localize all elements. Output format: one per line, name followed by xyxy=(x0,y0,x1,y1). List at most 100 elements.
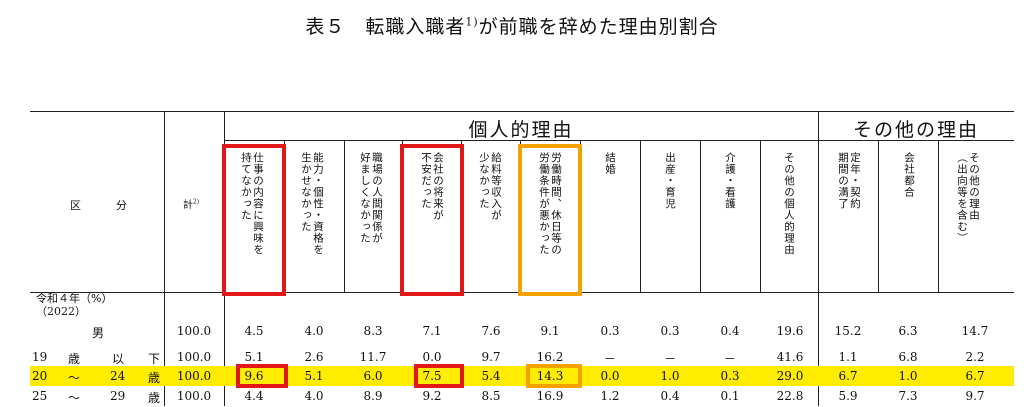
col-divider xyxy=(878,140,879,292)
table-top-border xyxy=(30,111,1014,112)
col-header-job-content: 仕事の内容に興味を 持てなかった xyxy=(240,152,264,256)
data-cell: 0.3 xyxy=(600,324,620,338)
other-reasons-header: その他の理由 xyxy=(852,119,979,141)
row-label: 男 xyxy=(92,326,105,340)
data-cell: 8.5 xyxy=(481,389,501,403)
orange-highlight-box xyxy=(518,144,582,296)
row-label: ～ xyxy=(68,391,81,405)
data-cell: 7.1 xyxy=(422,324,442,338)
row-label: 29 xyxy=(110,389,126,403)
data-cell: 4.0 xyxy=(304,324,324,338)
col-header-company-future: 会社の将来が 不安だった xyxy=(420,152,444,221)
data-cell: 14.3 xyxy=(536,369,564,383)
col-divider xyxy=(938,140,939,292)
col-header-contract-end: 定年・契約 期間の満了 xyxy=(837,152,861,210)
table-row: 男 100.0 4.5 4.0 8.3 7.1 7.6 9.1 0.3 0.3 … xyxy=(0,324,1024,342)
row-label: 以 xyxy=(112,352,125,366)
category-divider xyxy=(818,111,819,406)
data-cell: 14.7 xyxy=(961,324,989,338)
kubun-divider xyxy=(164,111,165,406)
total-cell: 100.0 xyxy=(176,369,212,383)
data-cell: 5.1 xyxy=(304,369,324,383)
data-cell: 1.1 xyxy=(838,350,858,364)
data-cell: 7.5 xyxy=(422,369,442,383)
col-header-childbirth: 出産・育児 xyxy=(664,152,676,210)
data-cell: 22.8 xyxy=(776,389,804,403)
data-cell: 9.7 xyxy=(481,350,501,364)
data-cell: 29.0 xyxy=(776,369,804,383)
year-label: 令和４年（%） （2022） xyxy=(36,292,113,318)
data-cell: 4.0 xyxy=(304,389,324,403)
row-label: 24 xyxy=(110,369,126,383)
data-cell: 6.3 xyxy=(898,324,918,338)
header-category-divider xyxy=(224,140,1014,141)
red-highlight-box xyxy=(222,144,286,296)
data-cell: 0.4 xyxy=(720,324,740,338)
row-label: 25 xyxy=(32,389,48,403)
data-cell: 16.9 xyxy=(536,389,564,403)
total-header: 計2) xyxy=(183,198,200,211)
data-cell: 9.6 xyxy=(244,369,264,383)
data-cell: 1.2 xyxy=(600,389,620,403)
data-cell: 19.6 xyxy=(776,324,804,338)
total-cell: 100.0 xyxy=(176,350,212,364)
red-highlight-box xyxy=(400,144,464,296)
data-cell: － xyxy=(723,352,736,366)
data-cell: 7.6 xyxy=(481,324,501,338)
data-cell: 11.7 xyxy=(359,350,387,364)
data-cell: 6.0 xyxy=(363,369,383,383)
data-cell: 0.0 xyxy=(422,350,442,364)
col-divider xyxy=(344,140,345,292)
data-cell: 9.1 xyxy=(540,324,560,338)
data-cell: 5.9 xyxy=(838,389,858,403)
col-header-marriage: 結婚 xyxy=(604,152,616,175)
row-label: 19 xyxy=(32,350,48,364)
data-cell: 4.5 xyxy=(244,324,264,338)
data-cell: 6.7 xyxy=(838,369,858,383)
row-highlight xyxy=(30,366,1014,386)
col-header-other-reasons: その他の理由 （出向等を含む） xyxy=(956,152,980,244)
data-cell: 4.4 xyxy=(244,389,264,403)
data-cell: 2.6 xyxy=(304,350,324,364)
total-cell: 100.0 xyxy=(176,324,212,338)
orange-highlight-box xyxy=(526,364,582,388)
table-row: 19 歳 以 下 100.0 5.1 2.6 11.7 0.0 9.7 16.2… xyxy=(0,350,1024,368)
personal-reasons-header: 個人的理由 xyxy=(468,119,574,141)
data-cell: 16.2 xyxy=(536,350,564,364)
row-label: ～ xyxy=(68,371,81,385)
col-header-income: 給料等収入が 少なかった xyxy=(478,152,502,221)
col-header-relationships: 職場の人間関係が 好ましくなかった xyxy=(359,152,383,244)
data-cell: 0.3 xyxy=(720,369,740,383)
table-title: 表５ 転職入職者1)が前職を辞めた理由別割合 xyxy=(305,15,719,38)
col-divider xyxy=(700,140,701,292)
data-cell: 8.3 xyxy=(363,324,383,338)
col-header-working-conditions: 労働時間、休日等の 労働条件が悪かった xyxy=(538,152,562,256)
data-cell: 8.9 xyxy=(363,389,383,403)
data-cell: 41.6 xyxy=(776,350,804,364)
col-header-other-personal: その他の個人的理由 xyxy=(783,152,795,256)
row-label: 歳 xyxy=(68,352,81,366)
data-cell: 5.4 xyxy=(481,369,501,383)
table-row: 25 ～ 29 歳 100.0 4.4 4.0 8.9 9.2 8.5 16.9… xyxy=(0,389,1024,407)
data-cell: 2.2 xyxy=(965,350,985,364)
data-cell: 6.8 xyxy=(898,350,918,364)
col-header-company-convenience: 会社都合 xyxy=(903,152,915,198)
data-cell: 1.0 xyxy=(898,369,918,383)
data-cell: － xyxy=(663,352,676,366)
total-cell: 100.0 xyxy=(176,389,212,403)
col-divider xyxy=(640,140,641,292)
col-divider xyxy=(760,140,761,292)
data-cell: 9.7 xyxy=(965,389,985,403)
row-label: 歳 xyxy=(148,371,161,385)
data-cell: － xyxy=(603,352,616,366)
data-cell: 5.1 xyxy=(244,350,264,364)
data-cell: 0.4 xyxy=(660,389,680,403)
red-highlight-box xyxy=(414,364,464,388)
data-cell: 0.1 xyxy=(720,389,740,403)
kubun-label: 分 xyxy=(116,199,127,212)
data-cell: 0.3 xyxy=(660,324,680,338)
data-cell: 7.3 xyxy=(898,389,918,403)
data-cell: 15.2 xyxy=(834,324,862,338)
table-row-highlighted: 20 ～ 24 歳 100.0 9.6 5.1 6.0 7.5 5.4 14.3… xyxy=(0,369,1024,387)
